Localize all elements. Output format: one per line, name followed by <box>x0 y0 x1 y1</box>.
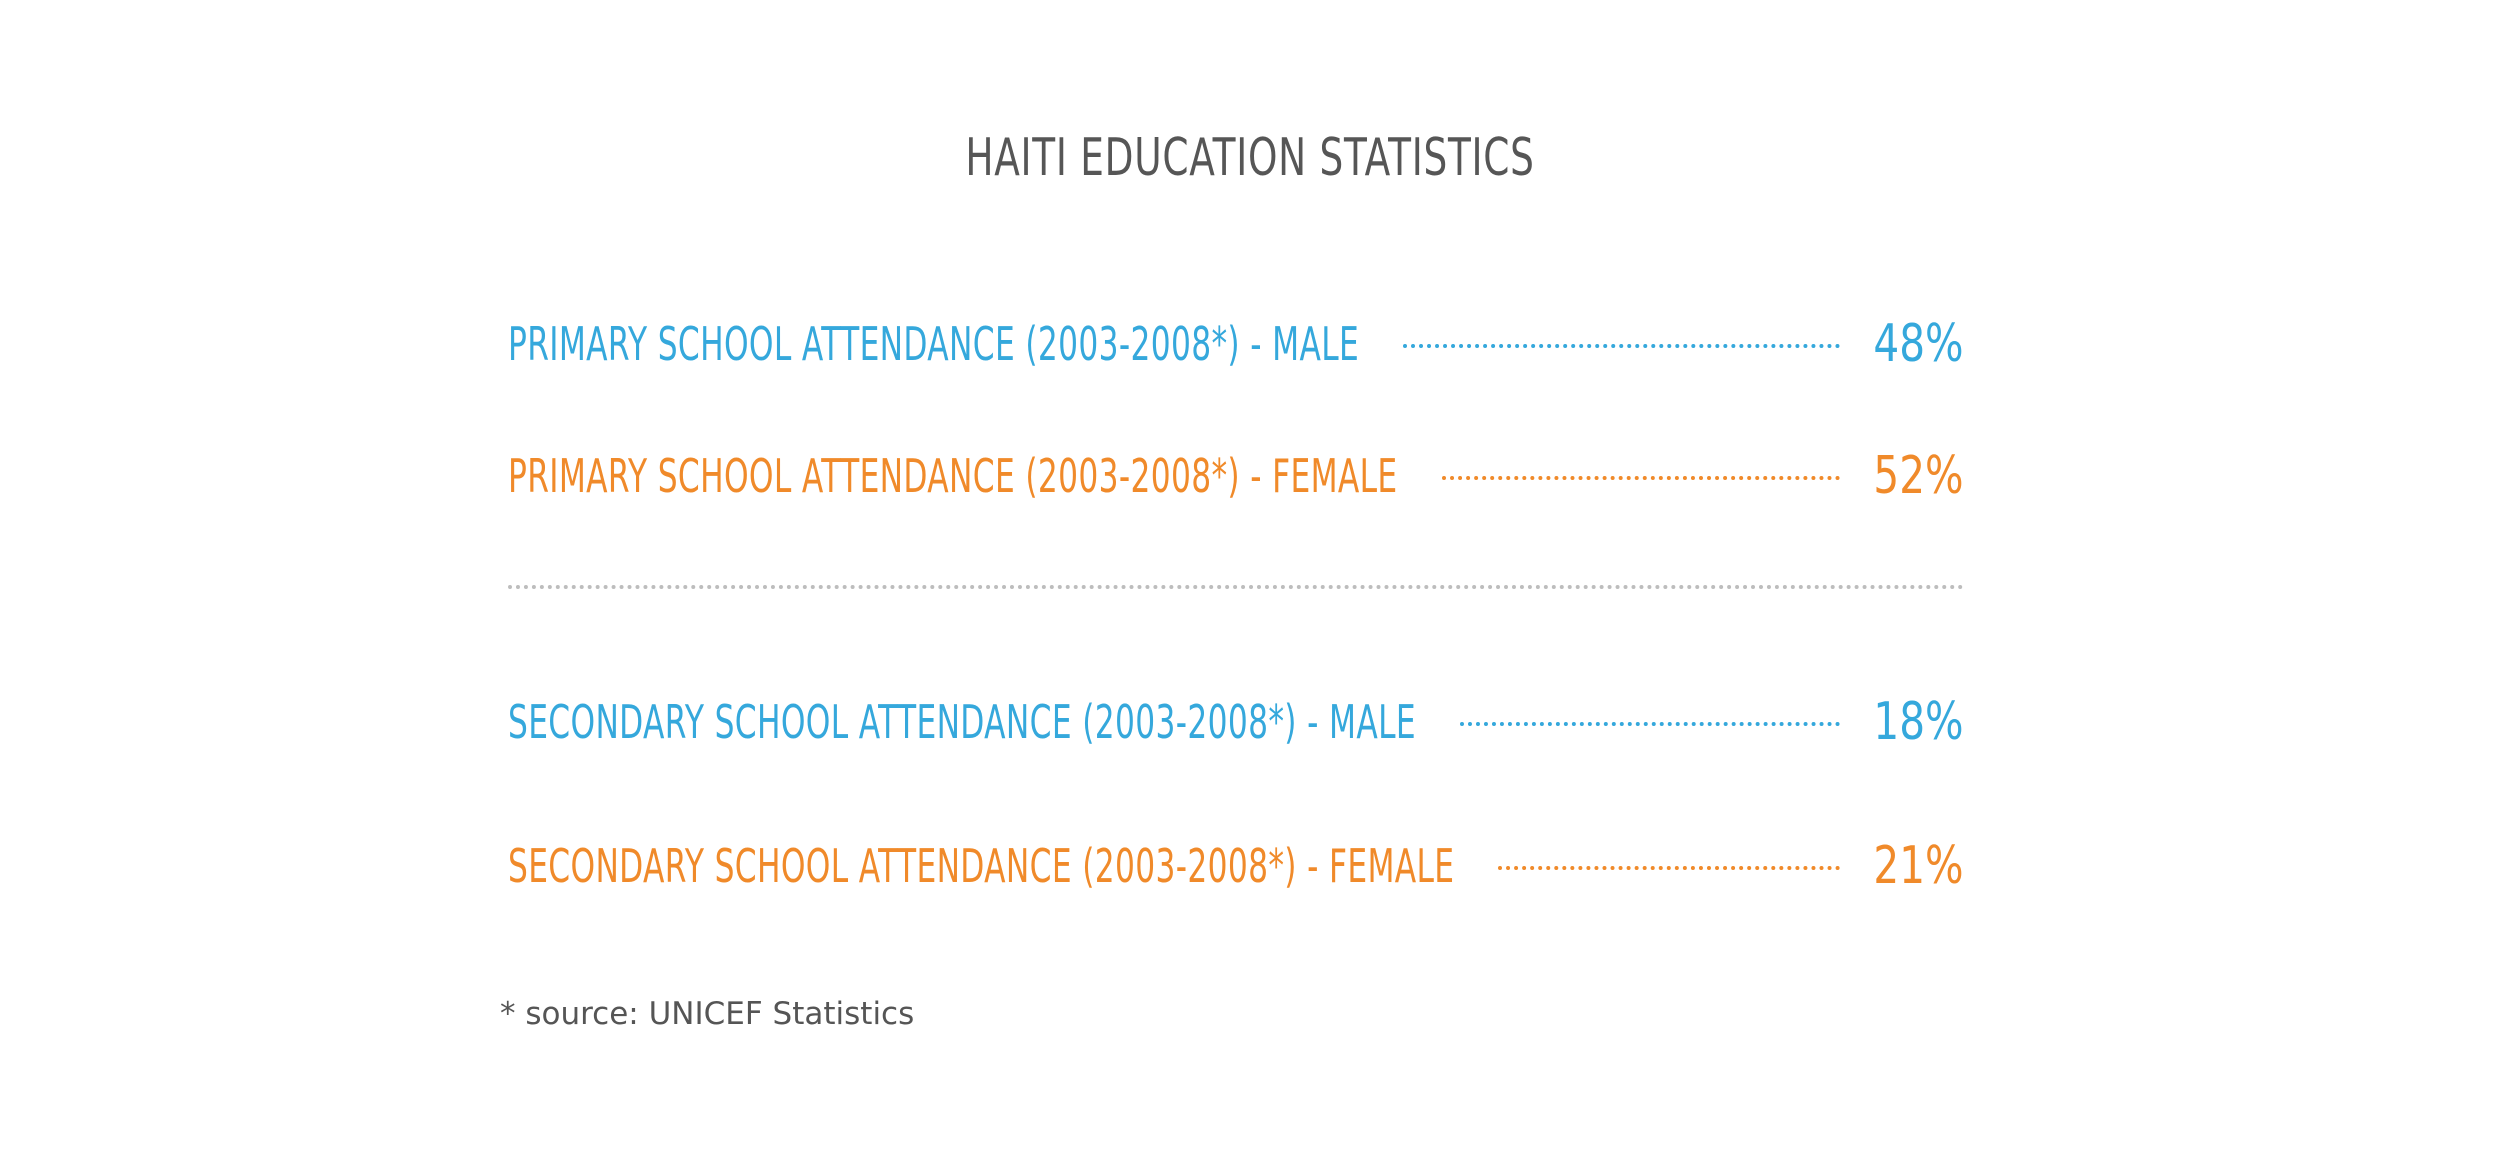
stat-label: SECONDARY SCHOOL ATTENDANCE (2003-2008*)… <box>508 839 1455 893</box>
stat-value: 52% <box>1873 446 1964 506</box>
stat-value: 18% <box>1873 692 1964 752</box>
stats-table: PRIMARY SCHOOL ATTENDANCE (2003-2008*) -… <box>508 300 1964 900</box>
dotted-leader <box>1442 476 1840 480</box>
chart-title: HAITI EDUCATION STATISTICS <box>965 128 1535 188</box>
dotted-leader <box>1498 866 1840 870</box>
stat-row-primary-male: PRIMARY SCHOOL ATTENDANCE (2003-2008*) -… <box>508 304 1964 384</box>
stat-row-secondary-male: SECONDARY SCHOOL ATTENDANCE (2003-2008*)… <box>508 682 1964 762</box>
stat-row-secondary-female: SECONDARY SCHOOL ATTENDANCE (2003-2008*)… <box>508 826 1964 906</box>
section-divider <box>508 585 1964 589</box>
stat-value: 21% <box>1873 836 1964 896</box>
dotted-leader <box>1403 344 1840 348</box>
dotted-leader <box>1460 722 1840 726</box>
stat-value: 48% <box>1873 314 1964 374</box>
source-footnote: * source: UNICEF Statistics <box>500 996 915 1032</box>
stat-label: PRIMARY SCHOOL ATTENDANCE (2003-2008*) -… <box>508 449 1398 503</box>
stat-label: PRIMARY SCHOOL ATTENDANCE (2003-2008*) -… <box>508 317 1360 371</box>
stat-row-primary-female: PRIMARY SCHOOL ATTENDANCE (2003-2008*) -… <box>508 436 1964 516</box>
stat-label: SECONDARY SCHOOL ATTENDANCE (2003-2008*)… <box>508 695 1416 749</box>
